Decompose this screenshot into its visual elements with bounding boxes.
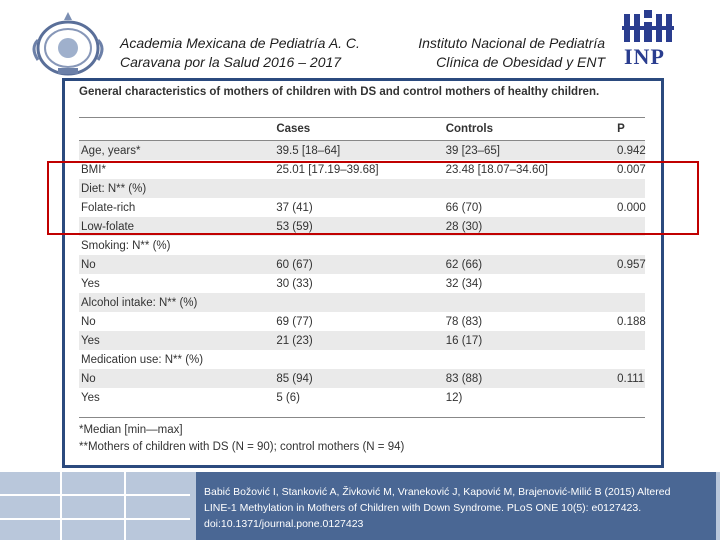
row-label: Smoking: N** (%): [81, 239, 171, 252]
cases-cell: 21 (23): [276, 334, 313, 347]
table-footnotes: *Median [min—max] **Mothers of children …: [79, 417, 645, 456]
caravana-line: Caravana por la Salud 2016 – 2017: [120, 54, 342, 70]
highlight-box: [47, 161, 699, 235]
cases-cell: 69 (77): [276, 315, 313, 328]
characteristics-table: General characteristics of mothers of ch…: [79, 85, 646, 456]
table-row: Yes 5 (6) 12): [79, 388, 645, 407]
citation-line-2: LINE-1 Methylation in Mothers of Childre…: [204, 502, 642, 514]
row-label: BMI*: [81, 163, 106, 176]
inp-logo-text: INP: [624, 44, 665, 69]
table-row: No 69 (77) 78 (83) 0.188: [79, 312, 646, 331]
controls-cell: 62 (66): [445, 258, 483, 271]
table-row: No 60 (67) 62 (66) 0.957: [79, 255, 646, 274]
cases-cell: 53 (59): [276, 220, 313, 233]
p-cell: 0.000: [617, 201, 646, 214]
cases-cell: 60 (67): [276, 258, 313, 271]
table-row: Diet: N** (%): [79, 179, 645, 198]
controls-cell: 16 (17): [445, 334, 483, 347]
row-label: Yes: [81, 277, 100, 290]
col-header-p: P: [617, 123, 625, 135]
row-label: Folate-rich: [81, 201, 136, 214]
table-row: Yes 30 (33) 32 (34): [79, 274, 645, 293]
table-row: Folate-rich 37 (41) 66 (70) 0.000: [79, 198, 646, 217]
table-title: General characteristics of mothers of ch…: [79, 85, 645, 118]
bottom-grid-decoration: [0, 472, 190, 540]
cases-cell: 30 (33): [276, 277, 313, 290]
row-label: Yes: [81, 334, 100, 347]
p-cell: 0.942: [617, 144, 646, 157]
row-label: Low-folate: [81, 220, 135, 233]
row-label: Yes: [81, 391, 100, 404]
p-cell: 0.957: [617, 258, 646, 271]
footnote-sample-size: **Mothers of children with DS (N = 90); …: [79, 441, 405, 453]
row-label: Alcohol intake: N** (%): [81, 296, 198, 309]
academia-header: Academia Mexicana de Pediatría A. C. Car…: [120, 34, 360, 72]
institute-name: Instituto Nacional de Pediatría: [418, 35, 605, 51]
table-row: Yes 21 (23) 16 (17): [79, 331, 645, 350]
col-header-cases: Cases: [276, 123, 311, 135]
cases-cell: 37 (41): [276, 201, 313, 214]
clinic-name: Clínica de Obesidad y ENT: [436, 54, 605, 70]
p-cell: 0.111: [617, 372, 645, 385]
cases-cell: 85 (94): [276, 372, 313, 385]
cases-cell: 25.01 [17.19–39.68]: [276, 163, 379, 176]
controls-cell: 12): [445, 391, 463, 404]
controls-cell: 28 (30): [445, 220, 483, 233]
cases-cell: 39.5 [18–64]: [276, 144, 341, 157]
controls-cell: 78 (83): [445, 315, 483, 328]
controls-cell: 66 (70): [445, 201, 483, 214]
academia-name: Academia Mexicana de Pediatría A. C.: [120, 35, 360, 51]
col-header-controls: Controls: [445, 123, 493, 135]
controls-cell: 32 (34): [445, 277, 483, 290]
table-row: Alcohol intake: N** (%): [79, 293, 645, 312]
table-row: Low-folate 53 (59) 28 (30): [79, 217, 645, 236]
controls-cell: 83 (88): [445, 372, 483, 385]
table-header-row: Cases Controls P: [79, 118, 645, 141]
row-label: Diet: N** (%): [81, 182, 147, 195]
institute-header: Instituto Nacional de Pediatría Clínica …: [400, 34, 605, 72]
row-label: Medication use: N** (%): [81, 353, 204, 366]
p-cell: 0.007: [617, 163, 646, 176]
footnote-median: *Median [min—max]: [79, 424, 183, 436]
table-row: Age, years* 39.5 [18–64] 39 [23–65] 0.94…: [79, 141, 646, 160]
row-label: No: [81, 258, 96, 271]
citation-line-1: Babić Božović I, Stanković A, Živković M…: [204, 486, 671, 498]
cases-cell: 5 (6): [276, 391, 300, 404]
citation-box: Babić Božović I, Stanković A, Živković M…: [196, 472, 716, 540]
table-row: No 85 (94) 83 (88) 0.111: [79, 369, 645, 388]
citation-doi: doi:10.1371/journal.pone.0127423: [204, 518, 364, 530]
table-frame: General characteristics of mothers of ch…: [62, 78, 664, 468]
p-cell: 0.188: [617, 315, 646, 328]
row-label: Age, years*: [81, 144, 141, 157]
row-label: No: [81, 315, 96, 328]
controls-cell: 39 [23–65]: [445, 144, 500, 157]
academia-crest-logo: [32, 12, 104, 76]
table-row: Medication use: N** (%): [79, 350, 645, 369]
table-row: BMI* 25.01 [17.19–39.68] 23.48 [18.07–34…: [79, 160, 646, 179]
controls-cell: 23.48 [18.07–34.60]: [445, 163, 548, 176]
row-label: No: [81, 372, 96, 385]
table-row: Smoking: N** (%): [79, 236, 645, 255]
inp-logo-icon: [622, 10, 674, 42]
